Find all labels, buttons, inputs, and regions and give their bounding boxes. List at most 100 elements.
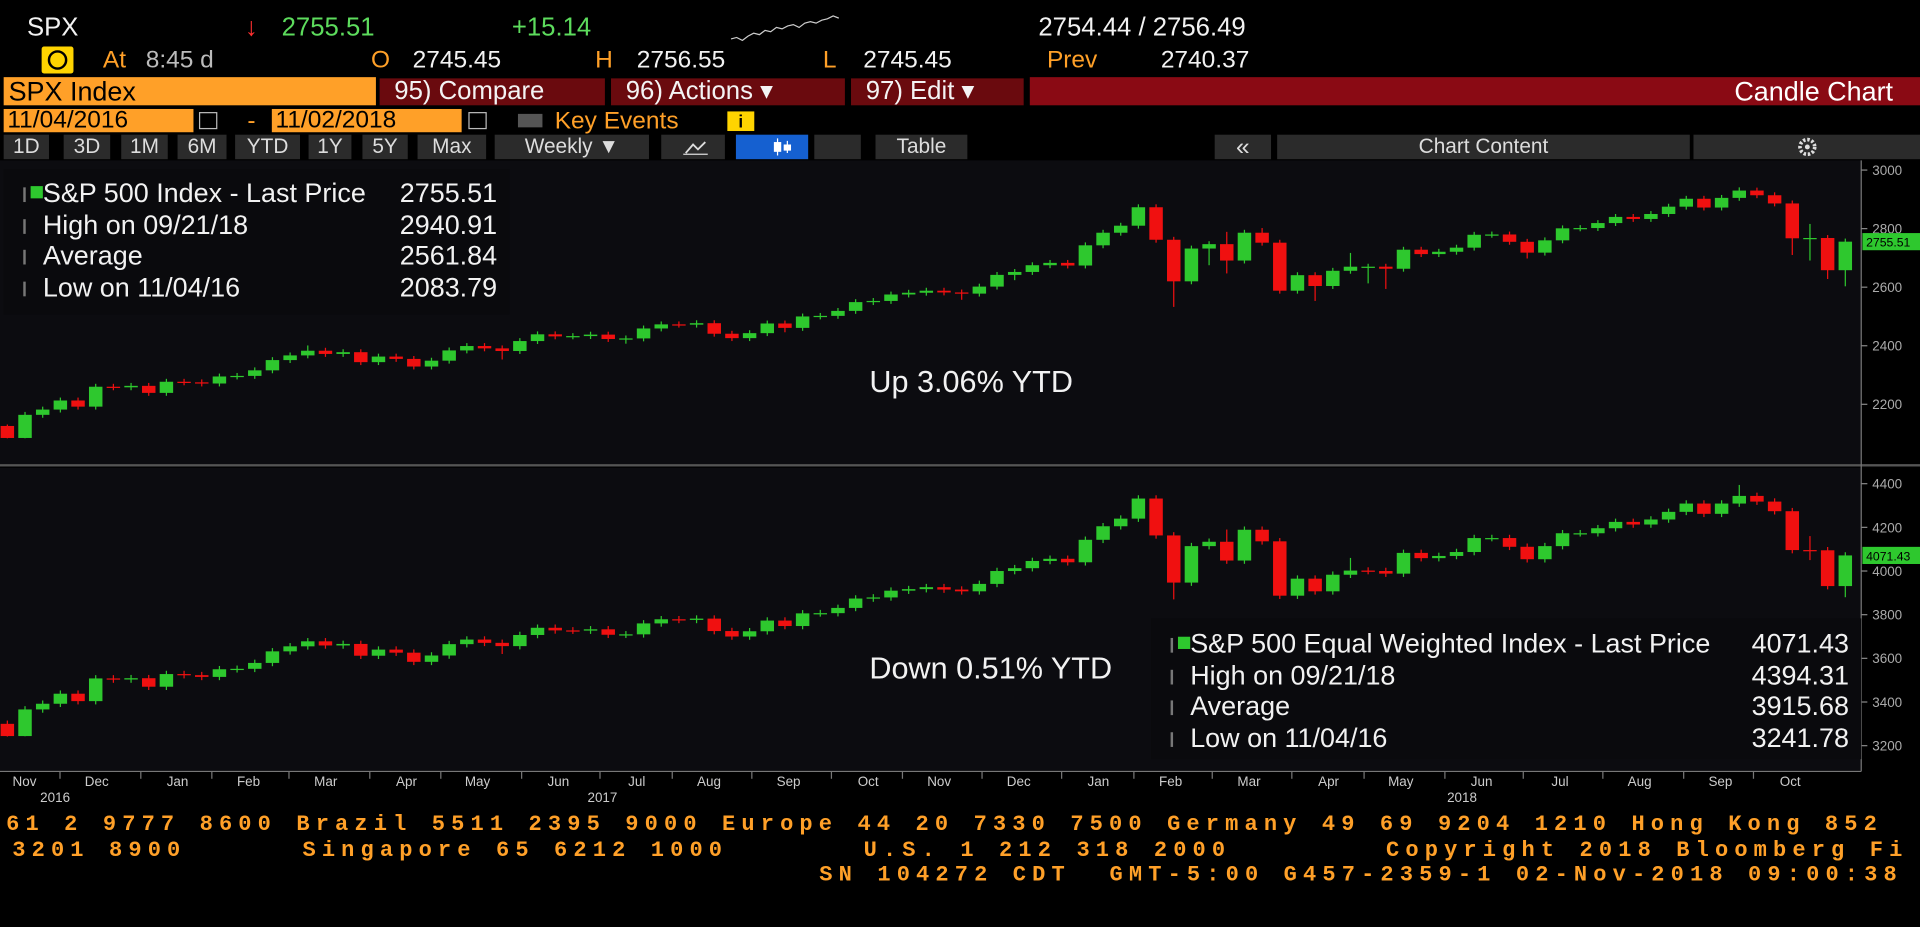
legend-label: High on 09/21/18 bbox=[42, 208, 249, 240]
candle-body bbox=[1096, 232, 1110, 246]
candle-body bbox=[301, 641, 315, 647]
candle-body bbox=[53, 400, 68, 410]
view-title: Candle Chart bbox=[1029, 77, 1920, 106]
candle-body bbox=[477, 639, 492, 643]
actions-button[interactable]: 96) Actions ▾ bbox=[611, 78, 845, 106]
settings-button[interactable] bbox=[1693, 134, 1920, 160]
table-button[interactable]: Table bbox=[875, 134, 968, 160]
candle-body bbox=[1555, 533, 1570, 547]
candle-body bbox=[1290, 578, 1305, 596]
candle-body bbox=[283, 646, 297, 652]
candle-body bbox=[124, 385, 138, 388]
candle-body bbox=[1608, 216, 1623, 224]
last-price-label: 2755.51 bbox=[1866, 236, 1910, 250]
candle-body bbox=[495, 348, 509, 352]
candle-body bbox=[477, 346, 492, 349]
period-button[interactable]: 6M bbox=[177, 134, 227, 160]
candle-body bbox=[1767, 501, 1782, 512]
start-date[interactable]: 11/04/2016 bbox=[3, 108, 194, 132]
period-button[interactable]: 5Y bbox=[362, 134, 408, 160]
candle-body bbox=[760, 620, 775, 632]
year-label: 2016 bbox=[40, 790, 70, 805]
candle-body bbox=[901, 292, 916, 295]
period-button[interactable]: YTD bbox=[235, 134, 301, 160]
x-tick-label: Oct bbox=[1780, 774, 1801, 789]
candle-body bbox=[88, 678, 103, 702]
candle-body bbox=[1007, 568, 1022, 572]
candle-body bbox=[725, 631, 739, 637]
candle-body bbox=[460, 346, 474, 351]
candle-body bbox=[866, 597, 881, 599]
candle-body bbox=[1644, 213, 1658, 219]
candle-body bbox=[1697, 503, 1711, 514]
period-button[interactable]: Max bbox=[417, 134, 487, 160]
legend-row: Average 2561.84 bbox=[4, 240, 510, 271]
x-tick-label: Jul bbox=[628, 774, 645, 789]
net-change: +15.14 bbox=[511, 13, 592, 42]
candle-body bbox=[1343, 570, 1358, 575]
x-tick-label: Apr bbox=[396, 774, 417, 789]
candle-body bbox=[654, 324, 668, 329]
candle-body bbox=[318, 350, 333, 354]
period-button[interactable]: 1Y bbox=[308, 134, 352, 160]
candle-body bbox=[1573, 533, 1587, 535]
legend-value: 2083.79 bbox=[399, 271, 498, 302]
key-events-toggle[interactable] bbox=[517, 113, 543, 128]
period-button[interactable]: 1D bbox=[3, 134, 49, 160]
candle-chart-button[interactable] bbox=[735, 134, 809, 160]
candle-body bbox=[195, 382, 209, 384]
chart-content-button[interactable]: Chart Content bbox=[1277, 134, 1690, 160]
at-label: At bbox=[102, 46, 127, 74]
candle-body bbox=[230, 668, 244, 671]
x-tick-label: Feb bbox=[1159, 774, 1182, 789]
x-tick-label: Jan bbox=[167, 774, 189, 789]
candle-body bbox=[141, 385, 156, 393]
candle-body bbox=[619, 338, 633, 340]
security-field[interactable]: SPX Index bbox=[3, 77, 376, 106]
period-button[interactable]: 1M bbox=[121, 134, 168, 160]
info-icon[interactable]: i bbox=[727, 111, 755, 132]
x-tick-label: Mar bbox=[314, 774, 338, 789]
edit-button[interactable]: 97) Edit ▾ bbox=[851, 78, 1024, 106]
candle-body bbox=[937, 587, 951, 590]
candle-body bbox=[742, 333, 757, 339]
legend-row: High on 09/21/18 4394.31 bbox=[1151, 659, 1861, 690]
candle-body bbox=[1167, 535, 1181, 583]
x-tick-label: Sep bbox=[777, 774, 801, 789]
legend: S&P 500 Equal Weighted Index - Last Pric… bbox=[1151, 618, 1862, 760]
period-button[interactable]: 3D bbox=[63, 134, 111, 160]
candle-body bbox=[301, 350, 315, 356]
candle-body bbox=[460, 639, 474, 645]
candle-body bbox=[1343, 266, 1358, 271]
candle-body bbox=[1803, 237, 1817, 240]
line-chart-button[interactable] bbox=[661, 134, 725, 160]
compare-button[interactable]: 95) Compare bbox=[379, 78, 605, 106]
candle-body bbox=[1184, 546, 1199, 583]
x-tick-label: Jul bbox=[1551, 774, 1568, 789]
candle-body bbox=[636, 623, 651, 635]
candle-body bbox=[1290, 275, 1305, 291]
y-tick-label: 3800 bbox=[1872, 608, 1902, 623]
key-events[interactable]: Key Events bbox=[554, 107, 679, 135]
candle-body bbox=[725, 333, 739, 339]
candle-body bbox=[884, 590, 898, 598]
candle-body bbox=[195, 675, 209, 677]
candle-body bbox=[742, 631, 757, 637]
legend-value: 4394.31 bbox=[1751, 659, 1849, 691]
marker-button[interactable] bbox=[814, 134, 861, 160]
candle-body bbox=[88, 386, 103, 407]
collapse-button[interactable]: « bbox=[1214, 134, 1272, 159]
candle-body bbox=[354, 352, 368, 363]
candle-body bbox=[1750, 190, 1764, 196]
legend: S&P 500 Index - Last Price 2755.51 High on… bbox=[3, 168, 510, 315]
annotation: Down 0.51% YTD bbox=[869, 651, 1112, 685]
legend-label: Low on 11/04/16 bbox=[1190, 721, 1388, 753]
end-date[interactable]: 11/02/2018 bbox=[271, 108, 462, 132]
candle-body bbox=[35, 409, 50, 415]
candle-body bbox=[1025, 265, 1040, 272]
frequency-dropdown[interactable]: Weekly ▼ bbox=[494, 134, 649, 160]
x-tick-label: Nov bbox=[13, 774, 37, 789]
last-price-tag bbox=[1862, 546, 1920, 564]
candle-body bbox=[407, 652, 421, 662]
x-tick-label: Nov bbox=[927, 774, 951, 789]
